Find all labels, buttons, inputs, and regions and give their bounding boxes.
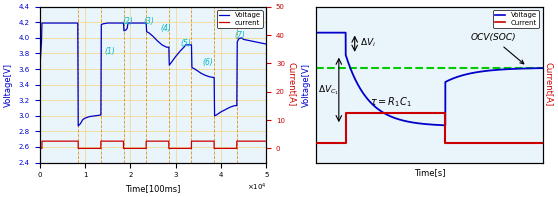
- X-axis label: Time[s]: Time[s]: [413, 168, 445, 177]
- current: [233, 140, 240, 142]
- Voltage: [98, 114, 104, 116]
- current: [75, 140, 81, 142]
- current: [188, 140, 195, 142]
- Text: (6): (6): [203, 58, 214, 67]
- current: [120, 147, 127, 150]
- X-axis label: Time[100ms]: Time[100ms]: [126, 184, 181, 193]
- current: [211, 140, 218, 142]
- Text: (2): (2): [123, 17, 133, 26]
- Voltage: [36, 69, 43, 72]
- current: [120, 140, 127, 142]
- current: [39, 147, 45, 150]
- Text: (3): (3): [144, 17, 155, 26]
- current: [233, 147, 240, 150]
- current: [143, 147, 150, 150]
- Y-axis label: Current[A]: Current[A]: [545, 62, 554, 107]
- Legend: Voltage, current: Voltage, current: [217, 10, 263, 28]
- current: [166, 147, 172, 150]
- Y-axis label: Voltage[V]: Voltage[V]: [302, 63, 311, 107]
- current: [211, 147, 218, 150]
- current: [165, 140, 172, 142]
- Text: OCV(SOC): OCV(SOC): [470, 33, 524, 64]
- Voltage: [39, 22, 45, 24]
- current: [98, 147, 104, 150]
- Voltage: [238, 37, 244, 39]
- current: [39, 140, 45, 142]
- Voltage: [75, 125, 81, 127]
- current: [98, 140, 104, 142]
- Text: (7): (7): [234, 31, 246, 40]
- Voltage: [233, 104, 240, 107]
- Text: $\tau = R_1C_1$: $\tau = R_1C_1$: [370, 95, 412, 109]
- current: [75, 147, 81, 150]
- Text: $\Delta V_{C_1}$: $\Delta V_{C_1}$: [319, 83, 339, 97]
- Voltage: [39, 22, 45, 24]
- Voltage: [166, 46, 172, 48]
- Line: current: current: [40, 141, 266, 148]
- current: [263, 140, 270, 142]
- Y-axis label: Current[A]: Current[A]: [287, 62, 296, 107]
- Voltage: [263, 43, 270, 45]
- Text: (5): (5): [180, 39, 191, 48]
- Text: $\times10^4$: $\times10^4$: [247, 182, 266, 193]
- Voltage: [182, 44, 189, 46]
- Text: $\Delta V_i$: $\Delta V_i$: [360, 36, 377, 49]
- Y-axis label: Voltage[V]: Voltage[V]: [4, 63, 13, 107]
- current: [188, 147, 195, 150]
- Text: (1): (1): [104, 47, 116, 56]
- Text: (4): (4): [160, 24, 171, 33]
- current: [36, 147, 43, 150]
- current: [143, 140, 150, 142]
- Line: Voltage: Voltage: [40, 23, 266, 126]
- Legend: Voltage, Current: Voltage, Current: [493, 10, 539, 28]
